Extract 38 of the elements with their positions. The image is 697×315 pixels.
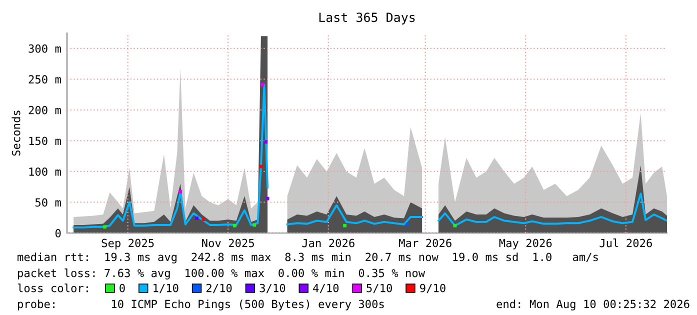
point: [232, 224, 236, 228]
x-tick-label: Jul 2026: [600, 238, 652, 248]
x-tick-label: May 2026: [499, 238, 552, 250]
y-tick-label: 200 m: [28, 106, 61, 114]
point: [406, 222, 409, 226]
y-tick-label: 0: [55, 229, 61, 238]
point: [260, 82, 264, 86]
text: packet loss: 7.63 % avg 100.00 % max 0.00 % min 0.35 % now: [18, 268, 426, 280]
point: [264, 140, 268, 144]
x-tick-label: Sep 2025: [102, 238, 154, 250]
legend-label: 3/10: [260, 284, 286, 294]
legend-title: loss color:: [18, 284, 88, 292]
point: [453, 224, 457, 228]
y-tick-label: 150 m: [29, 136, 61, 146]
point: [103, 225, 107, 229]
text: median rtt: 19.3 ms avg 242.8 ms max 8.3 ms min 20.7 ms now 19.0 ms sd 1.0 am/s: [18, 252, 598, 264]
x-tick-label: Nov 2025: [202, 238, 254, 248]
text: end: Mon Aug 10 00:25:32 2026: [496, 300, 690, 310]
y-tick-label: 250 m: [28, 75, 61, 84]
y-axis-title: Seconds: [12, 110, 20, 156]
y-tick-label: 50 m: [35, 198, 61, 207]
point: [252, 223, 256, 227]
legend-label: 4/10: [313, 284, 339, 294]
point: [202, 218, 206, 222]
y-tick-label: 300 m: [28, 44, 61, 53]
legend-label: 0: [120, 284, 125, 292]
legend-label: 2/10: [206, 284, 232, 294]
text: probe: 10 ICMP Echo Pings (500 Bytes) every 300s: [18, 300, 384, 310]
chart-title: Last 365 Days: [319, 12, 415, 24]
x-tick-label: Jan 2026: [302, 238, 354, 248]
legend-label: 9/10: [420, 284, 446, 294]
legend-label: 1/10: [154, 284, 178, 294]
y-tick-label: 100 m: [29, 167, 61, 176]
point: [343, 224, 347, 228]
point: [195, 216, 199, 220]
x-tick-label: Mar 2026: [399, 238, 452, 248]
legend-label: 5/10: [366, 284, 392, 294]
point: [178, 190, 182, 194]
